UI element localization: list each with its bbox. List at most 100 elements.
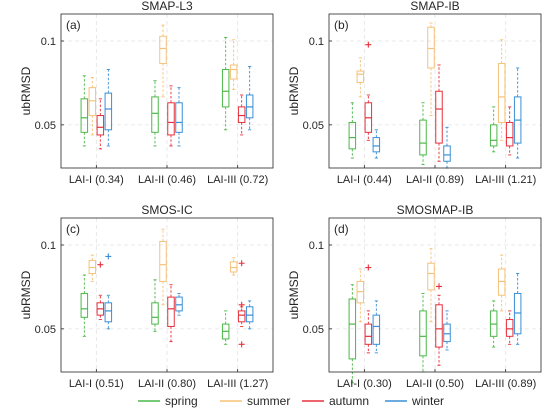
outlier-point: [97, 261, 104, 268]
x-tick-label: LAI-III (0.89): [475, 378, 536, 390]
box-iqr: [435, 90, 443, 144]
box-iqr: [419, 119, 427, 156]
box-autumn: [364, 264, 373, 354]
box-winter: [372, 300, 381, 354]
box-iqr: [443, 323, 451, 343]
y-tick-label: 0.1: [41, 36, 56, 48]
y-axis-label: ubRMSD: [19, 66, 33, 115]
box-spring: [151, 80, 159, 147]
y-tick-label: 0.1: [41, 240, 56, 252]
box-iqr: [159, 35, 167, 65]
y-axis-label: ubRMSD: [287, 66, 301, 115]
outlier-point: [105, 253, 112, 260]
box-winter: [513, 273, 522, 345]
x-tick-label: LAI-II (0.50): [406, 378, 464, 390]
chart-title: SMAP-IB: [410, 0, 459, 13]
box-iqr: [167, 102, 175, 136]
box-summer: [159, 24, 167, 98]
y-tick-label: 0.05: [303, 324, 324, 336]
box-iqr: [104, 302, 113, 323]
box-summer: [159, 228, 167, 306]
panel-label: (a): [66, 18, 81, 32]
box-iqr: [497, 63, 506, 123]
chart-panel: 0.05 0.1 LAI-I (0.44) LAI-II (0.89) LAI-III …: [287, 0, 542, 186]
box-iqr: [88, 87, 97, 117]
box-iqr: [348, 298, 357, 360]
box-summer: [497, 254, 506, 312]
y-tick-label: 0.1: [309, 240, 324, 252]
box-spring: [348, 284, 357, 384]
panel-label: (d): [334, 222, 349, 236]
box-iqr: [104, 92, 113, 131]
outlier-point: [436, 283, 442, 290]
box-spring: [348, 102, 357, 159]
box-autumn: [237, 94, 246, 136]
x-tick-label: LAI-III (1.21): [475, 174, 536, 186]
box-winter: [245, 66, 254, 131]
box-spring: [80, 75, 89, 147]
box-iqr: [80, 98, 89, 133]
chart-title: SMAP-L3: [141, 0, 193, 13]
box-iqr: [229, 64, 238, 80]
y-tick-label: 0.05: [303, 120, 324, 132]
chart-title: SMOS-IC: [141, 203, 193, 217]
box-summer: [88, 254, 97, 282]
box-autumn: [435, 283, 443, 366]
box-spring: [221, 310, 230, 345]
legend-label-spring: spring: [165, 394, 198, 408]
chart-title: SMOSMAP-IB: [397, 203, 474, 217]
x-tick-label: LAI-I (0.30): [337, 378, 392, 390]
legend-label-winter: winter: [411, 394, 444, 408]
outlier-point: [365, 41, 372, 48]
box-winter: [372, 129, 381, 159]
box-summer: [497, 39, 506, 141]
box-iqr: [159, 240, 167, 282]
box-autumn: [96, 98, 105, 150]
y-axis-label: ubRMSD: [287, 270, 301, 319]
box-winter: [443, 310, 451, 351]
box-iqr: [505, 121, 514, 147]
box-iqr: [489, 124, 498, 147]
box-spring: [419, 102, 427, 166]
chart-panel: 0.05 0.1 LAI-I (0.51) LAI-II (0.80) LAI-III …: [19, 203, 274, 390]
box-spring: [151, 279, 159, 332]
box-iqr: [364, 323, 373, 345]
box-iqr: [497, 268, 506, 296]
box-autumn: [435, 64, 443, 162]
box-autumn: [364, 41, 373, 141]
panel-label: (c): [66, 222, 80, 236]
box-iqr: [229, 261, 238, 273]
box-iqr: [372, 314, 381, 345]
y-tick-label: 0.05: [35, 120, 56, 132]
outlier-point: [238, 260, 245, 267]
legend-label-summer: summer: [247, 394, 290, 408]
box-autumn: [237, 260, 246, 348]
x-tick-label: LAI-III (1.27): [207, 378, 268, 390]
box-iqr: [175, 102, 183, 133]
box-winter: [175, 292, 183, 316]
y-axis-label: ubRMSD: [19, 270, 33, 319]
box-iqr: [96, 115, 105, 136]
box-iqr: [435, 304, 443, 348]
box-iqr: [245, 306, 254, 323]
box-iqr: [427, 262, 435, 291]
box-autumn: [167, 85, 175, 147]
box-spring: [221, 36, 230, 131]
y-tick-label: 0.1: [309, 36, 324, 48]
box-iqr: [427, 26, 435, 69]
x-tick-label: LAI-I (0.34): [69, 174, 124, 186]
box-iqr: [505, 319, 514, 337]
legend: spring summer autumn winter: [138, 394, 444, 408]
box-winter: [104, 69, 113, 147]
box-iqr: [151, 96, 159, 133]
box-autumn: [505, 106, 514, 156]
box-iqr: [237, 106, 246, 123]
box-winter: [245, 300, 254, 330]
legend-label-autumn: autumn: [329, 394, 369, 408]
x-tick-label: LAI-II (0.80): [138, 378, 196, 390]
box-iqr: [372, 137, 381, 153]
box-iqr: [419, 310, 427, 357]
box-winter: [513, 67, 522, 159]
box-iqr: [167, 296, 175, 327]
